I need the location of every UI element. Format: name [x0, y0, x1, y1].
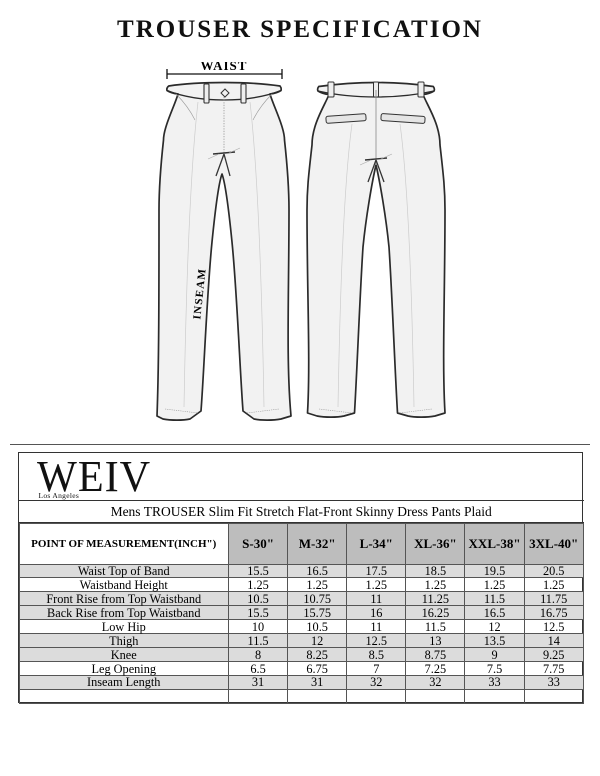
svg-text:WAIST: WAIST — [201, 62, 248, 73]
